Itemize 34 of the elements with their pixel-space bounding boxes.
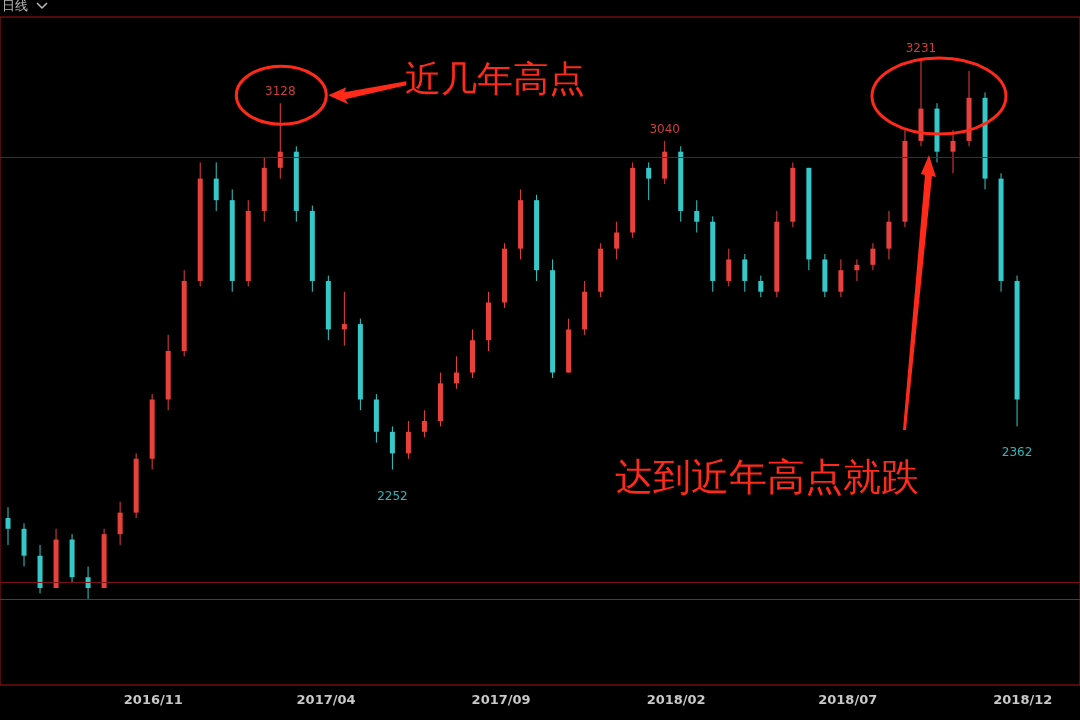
- annotation: 3231: [905, 41, 937, 56]
- candlestick: [646, 161, 652, 201]
- candlestick: [421, 409, 427, 438]
- annotation: 近几年高点: [405, 57, 585, 101]
- annotation: 3040: [649, 121, 680, 136]
- x-tick-label: 2018/02: [646, 692, 706, 707]
- annotation: 达到近年高点就跌: [615, 454, 919, 501]
- x-tick-label: 2018/12: [993, 692, 1053, 707]
- annotation: 2362: [1001, 445, 1033, 460]
- candlestick: [950, 129, 956, 174]
- x-tick-label: 2016/11: [123, 692, 183, 707]
- x-tick-label: 2017/09: [471, 692, 531, 707]
- annotation: 3128: [265, 84, 296, 99]
- candlestick: [341, 291, 347, 347]
- annotation: 2252: [377, 488, 408, 503]
- candlestick: [389, 425, 395, 471]
- candlestick: [854, 258, 860, 282]
- candlestick: [117, 501, 123, 546]
- candlestick: [277, 102, 283, 180]
- candlestick: [453, 355, 459, 390]
- x-tick-label: 2018/07: [818, 692, 878, 707]
- candlestick: [742, 253, 748, 293]
- candlestick: [726, 248, 732, 287]
- chart-title: 日线: [2, 0, 28, 13]
- candlestick: [838, 258, 844, 298]
- candlestick: [758, 275, 764, 298]
- candlestick: [870, 242, 876, 271]
- x-tick-label: 2017/04: [296, 692, 356, 707]
- candlestick: [85, 565, 91, 600]
- candlestick: [614, 221, 620, 260]
- candlestick: [694, 199, 700, 233]
- candlestick: [5, 506, 11, 546]
- candlestick: [405, 420, 411, 460]
- candlestick: [213, 161, 219, 212]
